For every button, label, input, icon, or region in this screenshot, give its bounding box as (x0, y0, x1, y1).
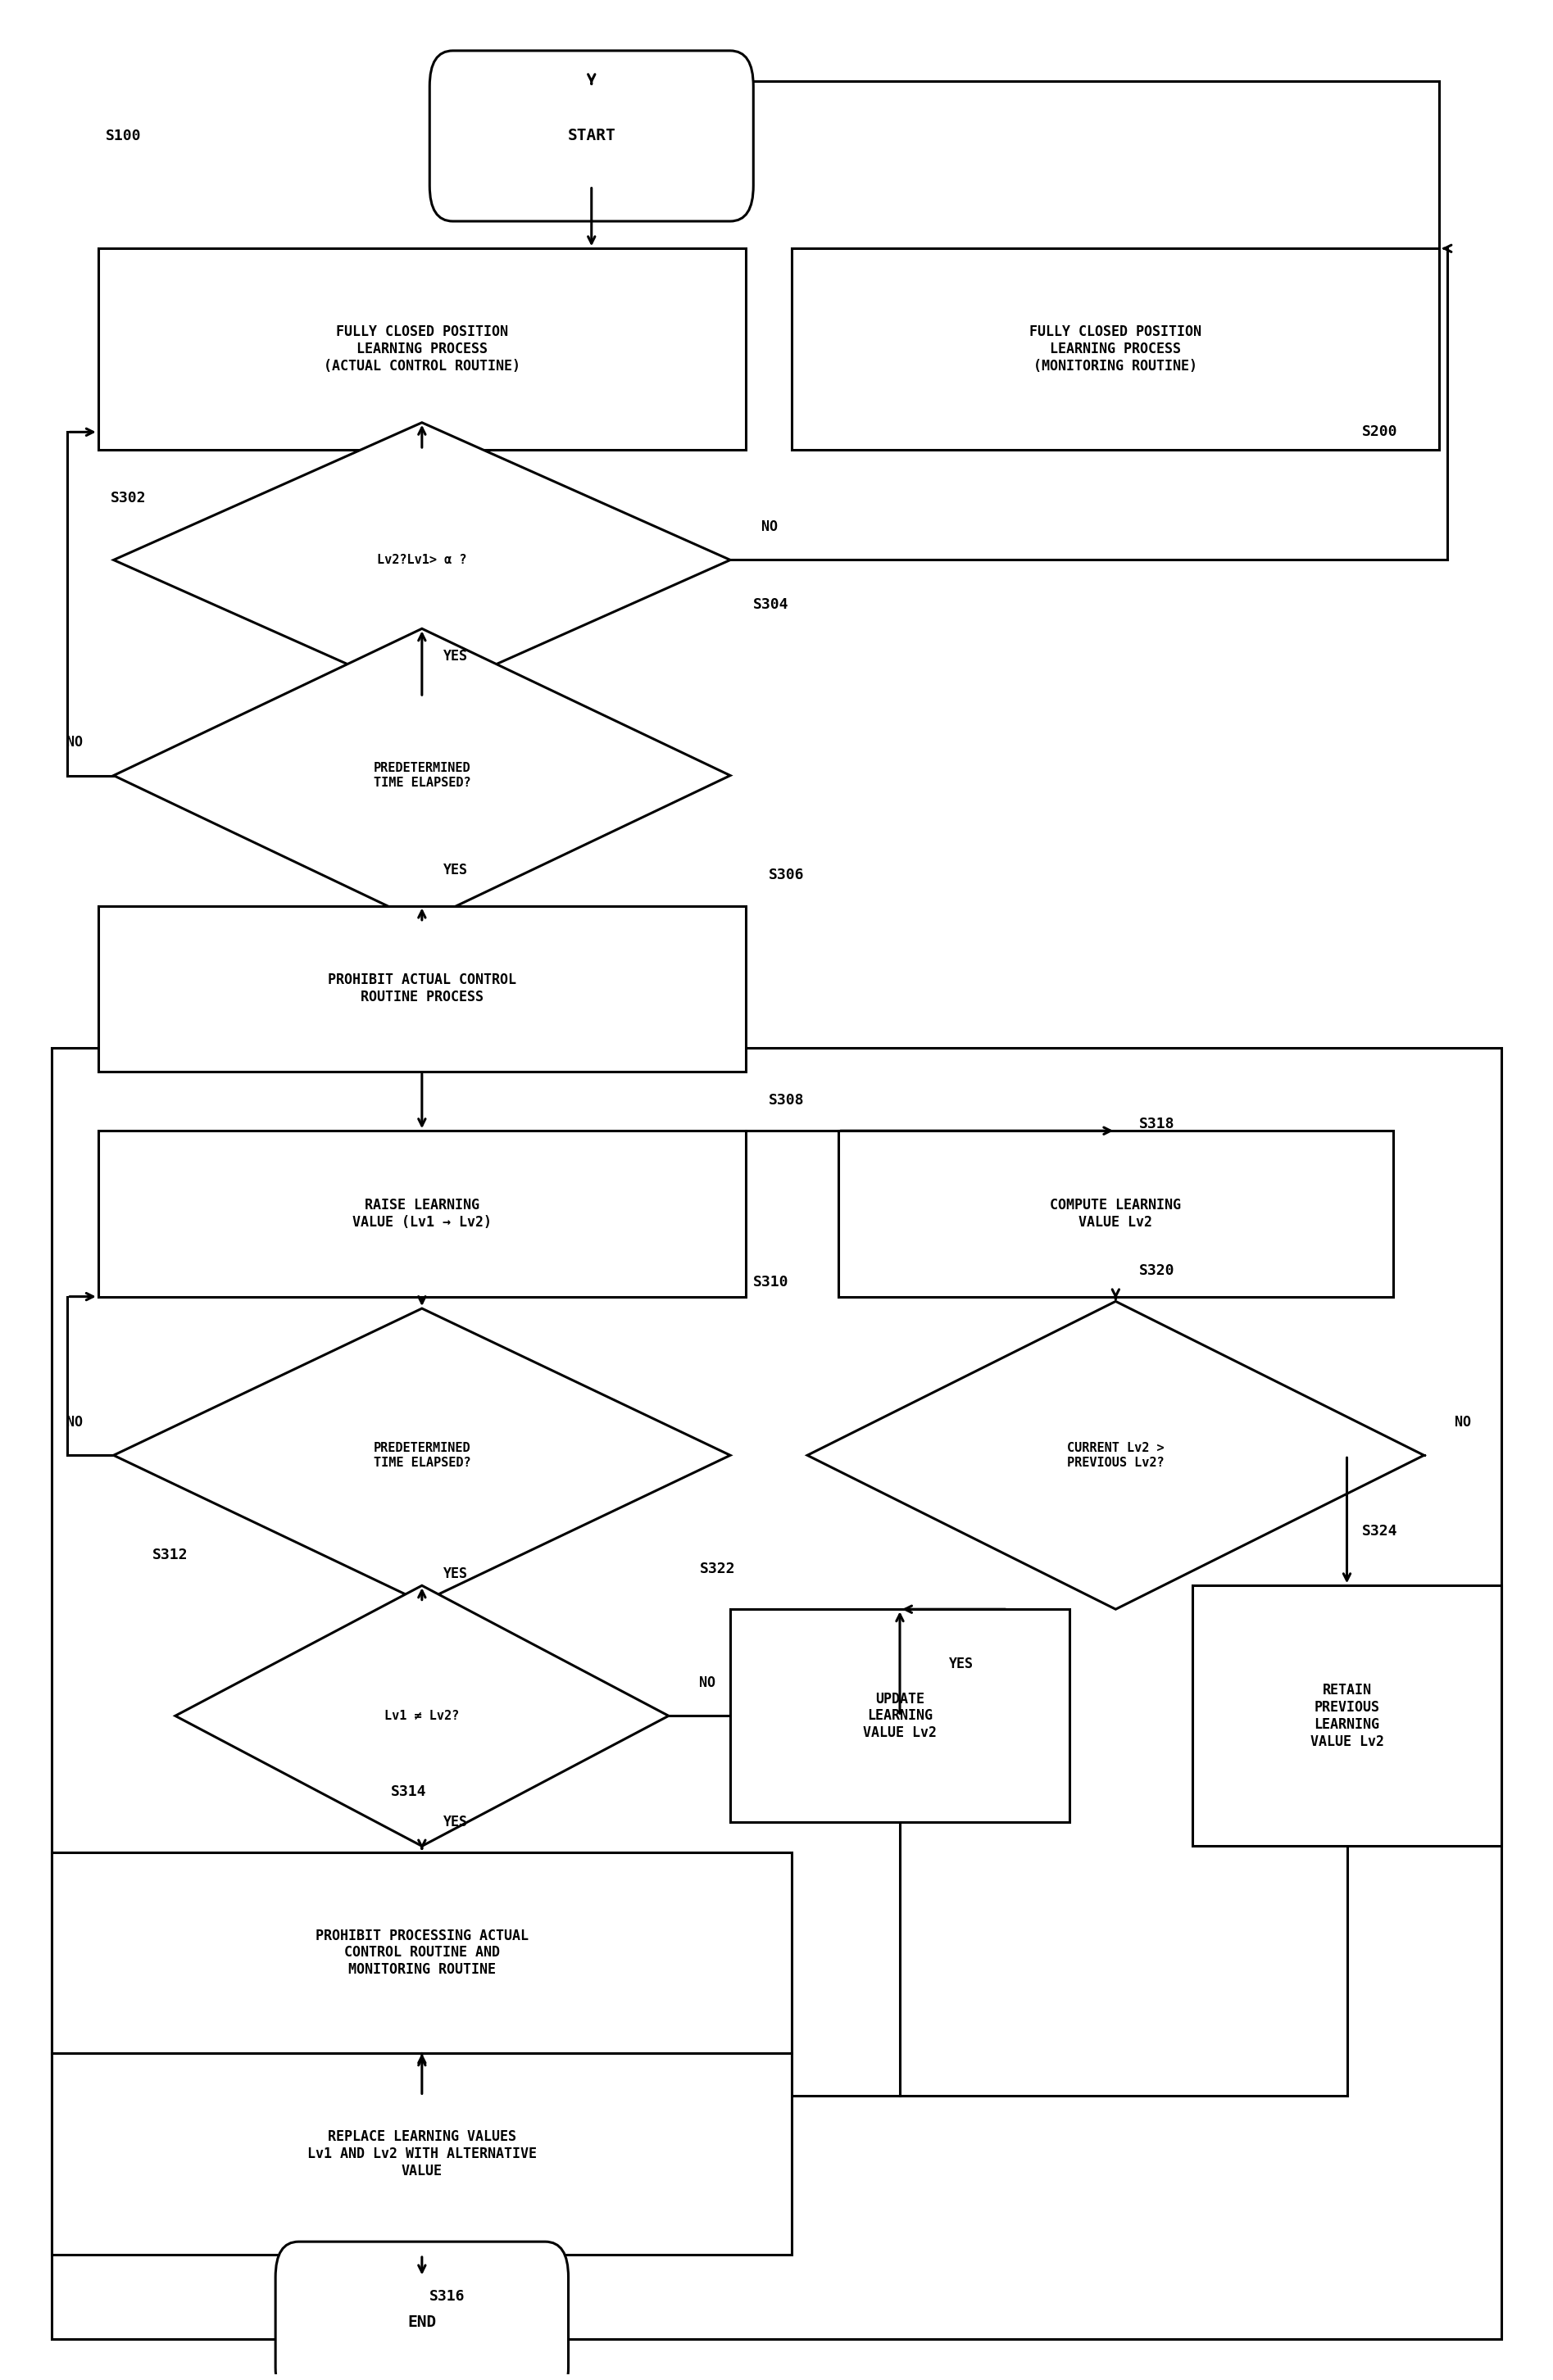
Text: REPLACE LEARNING VALUES
Lv1 AND Lv2 WITH ALTERNATIVE
VALUE: REPLACE LEARNING VALUES Lv1 AND Lv2 WITH… (307, 2130, 537, 2178)
Text: S322: S322 (699, 1561, 735, 1576)
Text: FULLY CLOSED POSITION
LEARNING PROCESS
(ACTUAL CONTROL ROUTINE): FULLY CLOSED POSITION LEARNING PROCESS (… (323, 324, 520, 374)
Text: S200: S200 (1362, 424, 1398, 440)
Text: Lv2?Lv1> α ?: Lv2?Lv1> α ? (377, 555, 467, 566)
Text: FULLY CLOSED POSITION
LEARNING PROCESS
(MONITORING ROUTINE): FULLY CLOSED POSITION LEARNING PROCESS (… (1030, 324, 1202, 374)
Text: S324: S324 (1362, 1523, 1398, 1537)
Text: S302: S302 (110, 490, 146, 505)
Text: S312: S312 (152, 1547, 188, 1561)
Bar (51, 1852, 792, 2054)
Polygon shape (113, 424, 730, 697)
Text: S310: S310 (753, 1276, 789, 1290)
Polygon shape (113, 1309, 730, 1602)
Text: UPDATE
LEARNING
VALUE Lv2: UPDATE LEARNING VALUE Lv2 (863, 1692, 936, 1740)
Text: YES: YES (949, 1656, 974, 1671)
Text: PROHIBIT ACTUAL CONTROL
ROUTINE PROCESS: PROHIBIT ACTUAL CONTROL ROUTINE PROCESS (328, 973, 516, 1004)
Text: END: END (407, 2313, 436, 2330)
Text: CURRENT Lv2 >
PREVIOUS Lv2?: CURRENT Lv2 > PREVIOUS Lv2? (1067, 1442, 1165, 1468)
FancyBboxPatch shape (275, 2242, 568, 2380)
Text: NO: NO (699, 1676, 716, 1690)
Bar (51, 1047, 1502, 2340)
Bar (730, 1609, 1070, 1823)
Text: RAISE LEARNING
VALUE (Lv1 → Lv2): RAISE LEARNING VALUE (Lv1 → Lv2) (353, 1197, 492, 1230)
Text: S304: S304 (753, 597, 789, 612)
Text: NO: NO (67, 735, 82, 750)
Polygon shape (175, 1585, 669, 1847)
Text: PROHIBIT PROCESSING ACTUAL
CONTROL ROUTINE AND
MONITORING ROUTINE: PROHIBIT PROCESSING ACTUAL CONTROL ROUTI… (315, 1928, 528, 1978)
Text: PREDETERMINED
TIME ELAPSED?: PREDETERMINED TIME ELAPSED? (373, 762, 471, 788)
Bar (98, 248, 745, 450)
Text: Lv1 ≠ Lv2?: Lv1 ≠ Lv2? (385, 1709, 460, 1723)
Text: YES: YES (444, 1816, 467, 1830)
Bar (792, 248, 1440, 450)
Text: START: START (567, 129, 615, 143)
Bar (98, 907, 745, 1071)
Bar (1193, 1585, 1502, 1847)
Polygon shape (113, 628, 730, 923)
Text: YES: YES (444, 864, 467, 878)
Text: RETAIN
PREVIOUS
LEARNING
VALUE Lv2: RETAIN PREVIOUS LEARNING VALUE Lv2 (1311, 1683, 1384, 1749)
Bar (51, 2054, 792, 2254)
Bar (839, 1130, 1393, 1297)
Text: S320: S320 (1138, 1264, 1174, 1278)
Text: S318: S318 (1138, 1116, 1174, 1130)
Text: S308: S308 (769, 1092, 804, 1107)
Text: NO: NO (1455, 1414, 1471, 1430)
Text: S314: S314 (391, 1785, 427, 1799)
Text: PREDETERMINED
TIME ELAPSED?: PREDETERMINED TIME ELAPSED? (373, 1442, 471, 1468)
Text: S306: S306 (769, 869, 804, 883)
Text: NO: NO (761, 519, 778, 533)
FancyBboxPatch shape (430, 50, 753, 221)
Text: NO: NO (67, 1414, 82, 1430)
Text: COMPUTE LEARNING
VALUE Lv2: COMPUTE LEARNING VALUE Lv2 (1050, 1197, 1182, 1230)
Text: YES: YES (444, 1566, 467, 1580)
Polygon shape (808, 1302, 1424, 1609)
Text: S316: S316 (430, 2290, 466, 2304)
Text: S100: S100 (106, 129, 141, 143)
Bar (98, 1130, 745, 1297)
Text: YES: YES (444, 647, 467, 664)
